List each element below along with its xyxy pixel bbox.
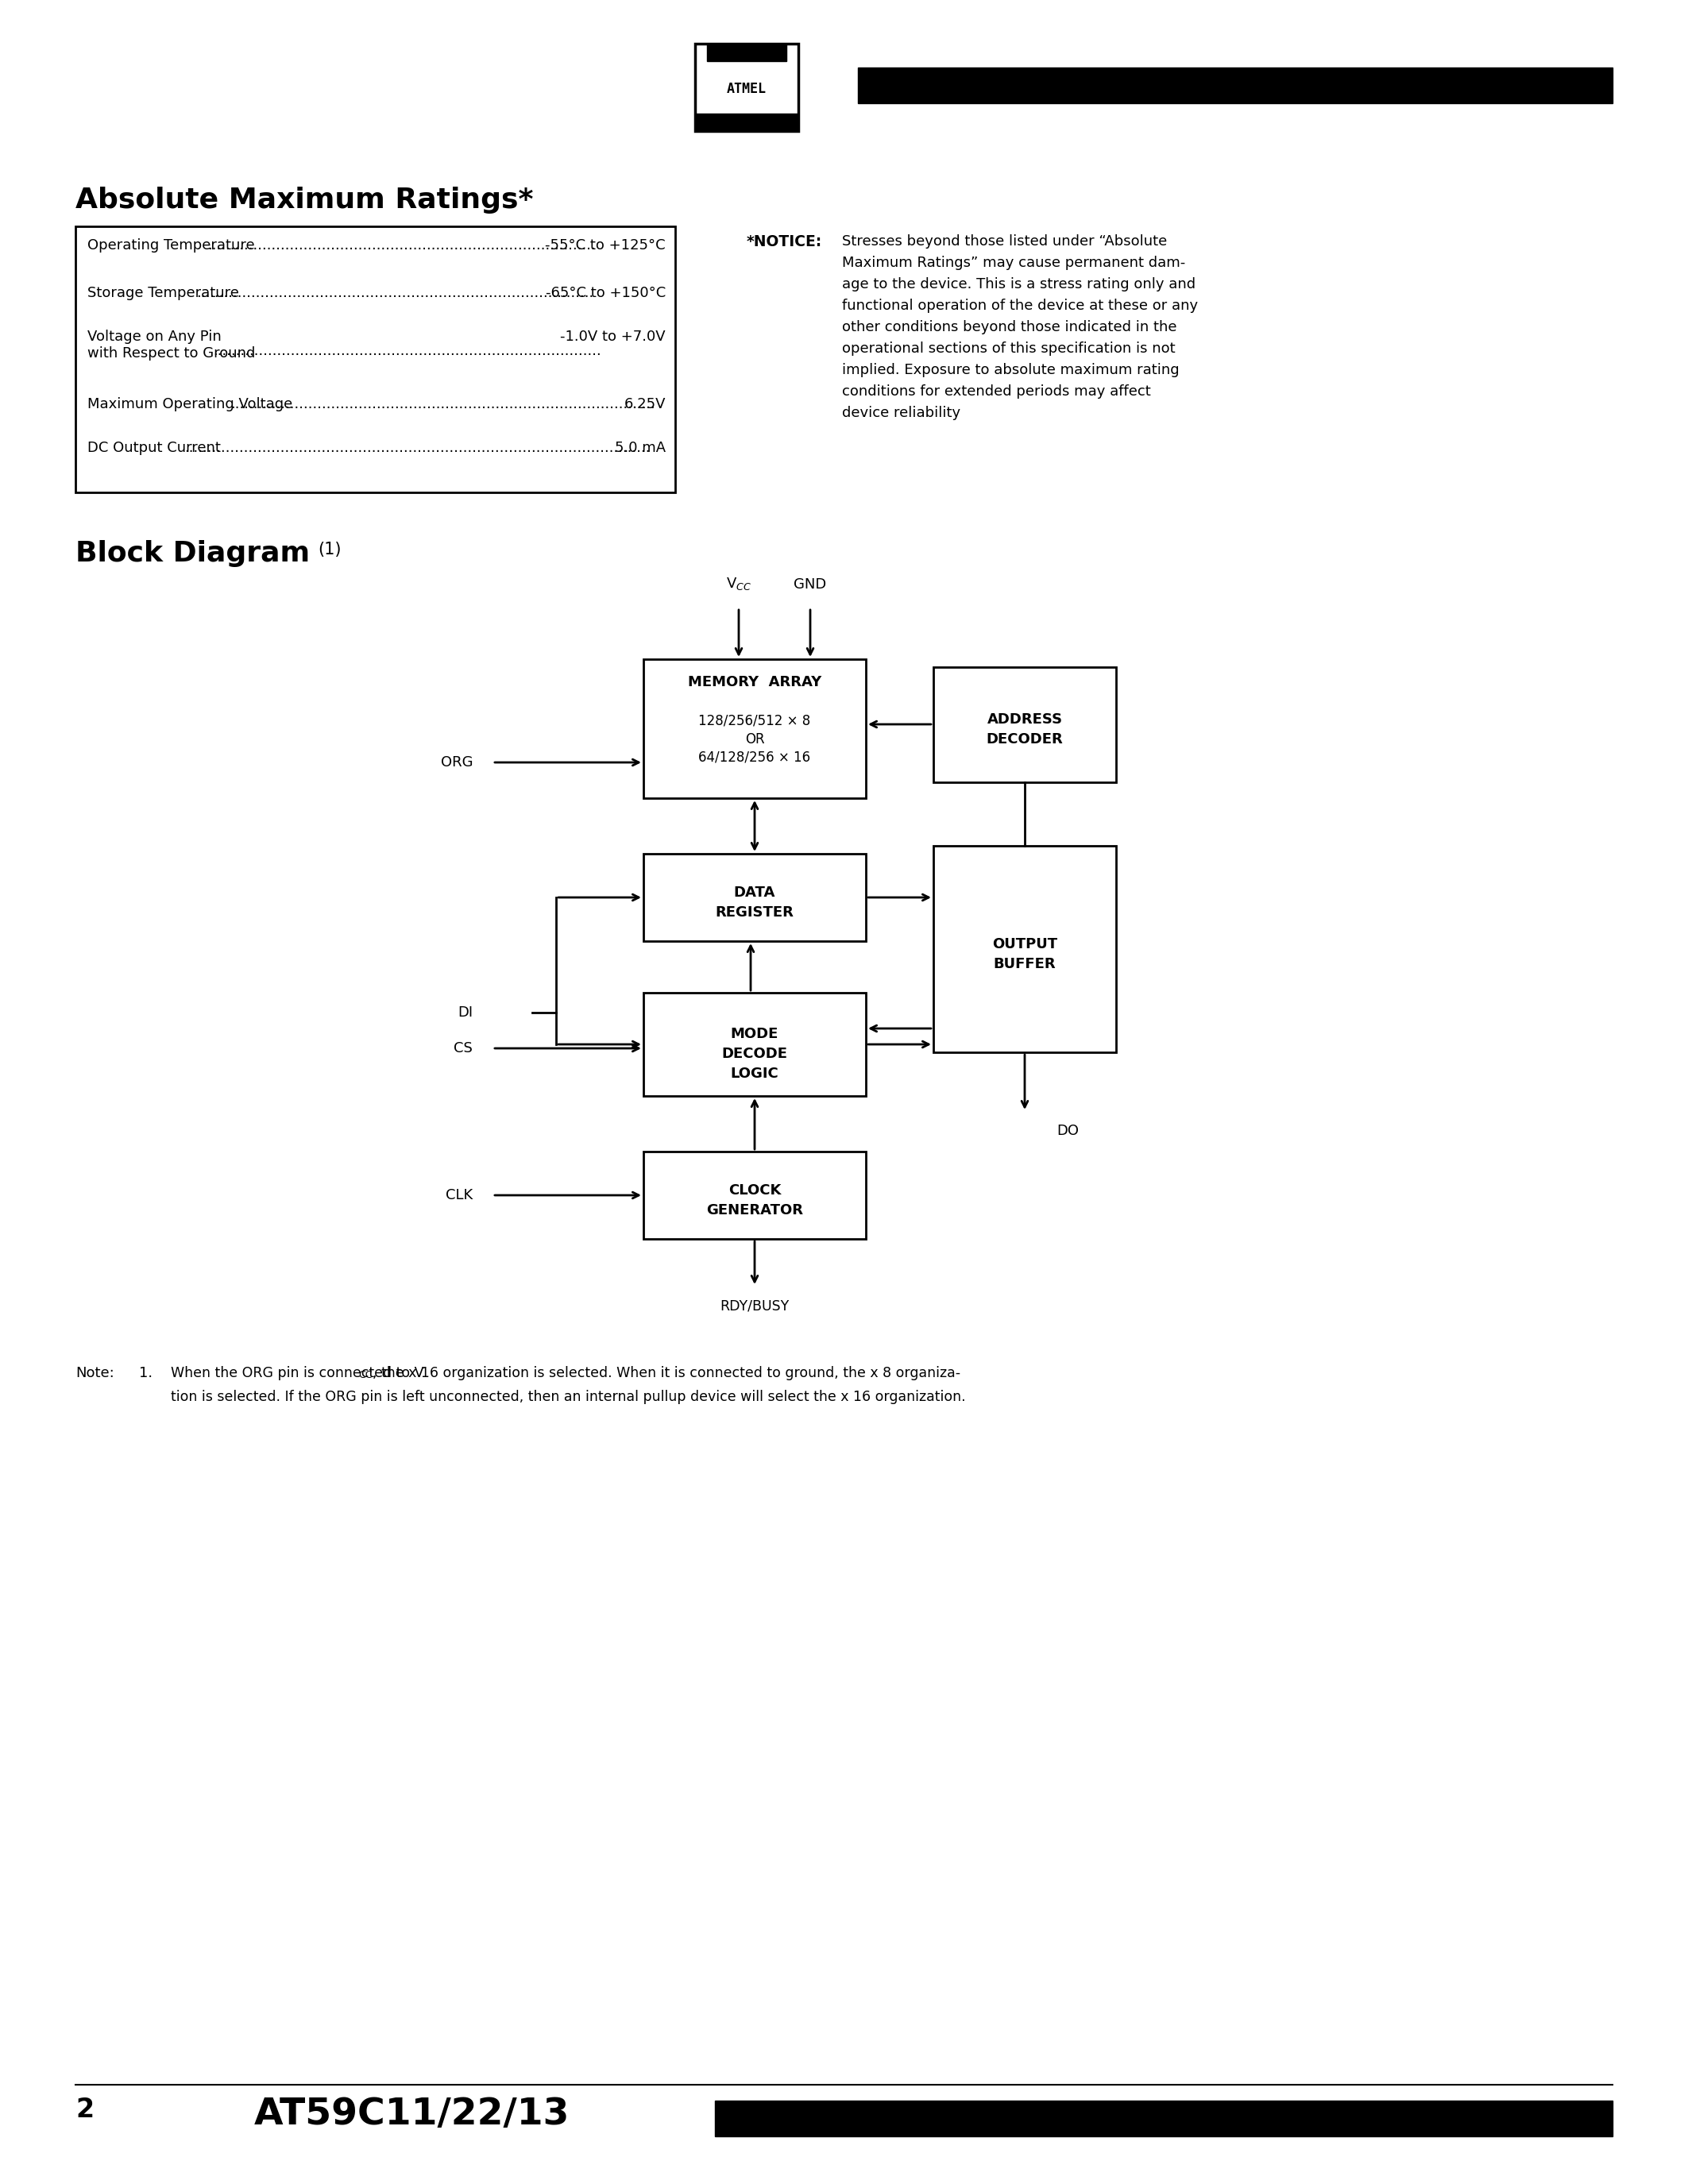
Text: ADDRESS
DECODER: ADDRESS DECODER [986,712,1063,747]
Text: 6.25V: 6.25V [625,397,665,411]
Text: -1.0V to +7.0V: -1.0V to +7.0V [560,330,665,343]
Bar [858,68,1612,103]
Text: OR: OR [744,732,765,747]
Bar [933,666,1116,782]
Text: , the x 16 organization is selected. When it is connected to ground, the x 8 org: , the x 16 organization is selected. Whe… [373,1365,960,1380]
Text: functional operation of the device at these or any: functional operation of the device at th… [842,299,1198,312]
Text: *NOTICE:: *NOTICE: [746,234,822,249]
Text: DI: DI [457,1005,473,1020]
Text: Block Diagram: Block Diagram [76,539,311,568]
Text: Note:: Note: [76,1365,115,1380]
Bar [643,660,866,797]
Text: RDY/BUSY: RDY/BUSY [721,1299,790,1313]
Text: device reliability: device reliability [842,406,960,419]
Text: implied. Exposure to absolute maximum rating: implied. Exposure to absolute maximum ra… [842,363,1180,378]
Text: ORG: ORG [441,756,473,769]
Bar [643,1151,866,1238]
Text: OUTPUT
BUFFER: OUTPUT BUFFER [993,937,1057,972]
Text: 2: 2 [76,2097,95,2123]
Text: ...........................................: ........................................… [88,441,284,454]
Text: (1): (1) [317,542,341,557]
Bar [933,845,1116,1053]
Bar [695,44,798,131]
Text: AT59C11/22/13: AT59C11/22/13 [255,2097,571,2132]
Text: CS: CS [454,1042,473,1055]
Text: ATMEL: ATMEL [728,81,766,96]
Text: ................................................................................: ........................................… [184,441,650,454]
Text: Storage Temperature: Storage Temperature [88,286,240,299]
Text: MODE
DECODE
LOGIC: MODE DECODE LOGIC [722,1026,788,1081]
Text: -65°C to +150°C: -65°C to +150°C [545,286,665,299]
Text: CLK: CLK [446,1188,473,1203]
Text: V$_{CC}$: V$_{CC}$ [726,577,751,592]
Text: ................................................................................: ........................................… [208,238,596,253]
Text: 64/128/256 × 16: 64/128/256 × 16 [699,749,810,764]
Text: Maximum Ratings” may cause permanent dam-: Maximum Ratings” may cause permanent dam… [842,256,1185,271]
Text: Operating Temperature: Operating Temperature [88,238,255,253]
Text: GND: GND [793,577,827,592]
Text: .................................: ................................. [88,286,238,299]
Text: age to the device. This is a stress rating only and: age to the device. This is a stress rati… [842,277,1195,290]
Text: Stresses beyond those listed under “Absolute: Stresses beyond those listed under “Abso… [842,234,1166,249]
Text: MEMORY  ARRAY: MEMORY ARRAY [687,675,822,690]
Text: Maximum Operating Voltage: Maximum Operating Voltage [88,397,292,411]
Text: 5.0 mA: 5.0 mA [614,441,665,454]
Text: .............................: ............................. [88,330,219,343]
Text: .............................: ............................. [88,238,219,253]
Text: 1.: 1. [138,1365,152,1380]
Bar [716,2101,1612,2136]
Text: ................................................................................: ........................................… [230,397,655,411]
Text: operational sections of this specification is not: operational sections of this specificati… [842,341,1175,356]
Text: 128/256/512 × 8: 128/256/512 × 8 [699,714,810,727]
Text: tion is selected. If the ORG pin is left unconnected, then an internal pullup de: tion is selected. If the ORG pin is left… [170,1389,966,1404]
Text: .......................................: ....................................... [88,397,265,411]
Text: CC: CC [358,1369,373,1380]
Text: other conditions beyond those indicated in the: other conditions beyond those indicated … [842,321,1177,334]
Bar [707,44,787,61]
Text: DC Output Current: DC Output Current [88,441,221,454]
Text: When the ORG pin is connected to V: When the ORG pin is connected to V [170,1365,424,1380]
Text: ................................................................................: ........................................… [213,343,601,358]
Bar [643,854,866,941]
Text: DATA
REGISTER: DATA REGISTER [716,885,793,919]
Text: conditions for extended periods may affect: conditions for extended periods may affe… [842,384,1151,400]
Text: ................................................................................: ........................................… [196,286,594,299]
Bar [76,227,675,491]
Bar [643,994,866,1096]
Text: DO: DO [1057,1125,1079,1138]
Text: CLOCK
GENERATOR: CLOCK GENERATOR [706,1184,803,1216]
Text: Voltage on Any Pin
with Respect to Ground: Voltage on Any Pin with Respect to Groun… [88,330,255,360]
Bar [695,114,798,131]
Text: Absolute Maximum Ratings*: Absolute Maximum Ratings* [76,186,533,214]
Text: -55°C to +125°C: -55°C to +125°C [545,238,665,253]
